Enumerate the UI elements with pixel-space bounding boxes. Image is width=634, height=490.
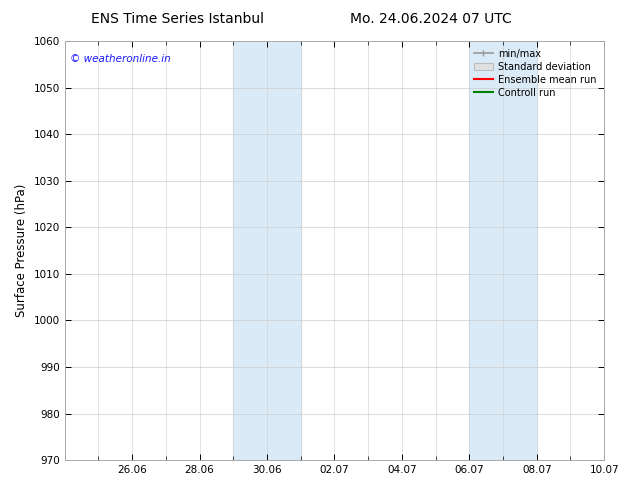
Text: Mo. 24.06.2024 07 UTC: Mo. 24.06.2024 07 UTC <box>350 12 512 26</box>
Legend: min/max, Standard deviation, Ensemble mean run, Controll run: min/max, Standard deviation, Ensemble me… <box>470 46 599 100</box>
Text: ENS Time Series Istanbul: ENS Time Series Istanbul <box>91 12 264 26</box>
Bar <box>469 41 537 460</box>
Text: © weatheronline.in: © weatheronline.in <box>70 53 171 64</box>
Bar <box>233 41 301 460</box>
Y-axis label: Surface Pressure (hPa): Surface Pressure (hPa) <box>15 184 28 318</box>
